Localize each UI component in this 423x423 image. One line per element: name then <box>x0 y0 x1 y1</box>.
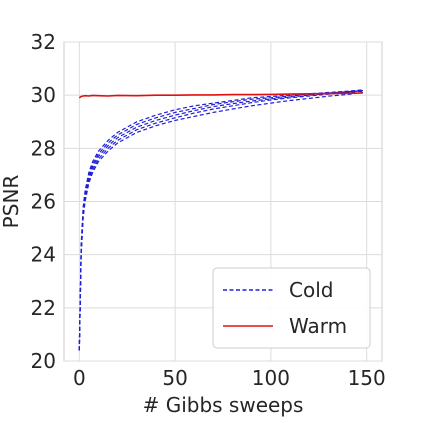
x-tick-label: 50 <box>162 366 187 390</box>
series-line-warm-6 <box>78 92 363 99</box>
x-axis-label: # Gibbs sweeps <box>143 393 304 417</box>
x-tick-label: 100 <box>252 366 290 390</box>
y-tick-label: 22 <box>31 296 56 320</box>
y-tick-label: 26 <box>31 190 56 214</box>
legend-label-warm: Warm <box>289 314 347 338</box>
y-axis-label: PSNR <box>0 175 23 229</box>
legend-label-cold: Cold <box>289 278 333 302</box>
axis-ticks: 20 22 24 26 28 30 32 0 50 100 150 <box>31 30 386 390</box>
y-tick-label: 24 <box>31 243 56 267</box>
x-tick-label: 0 <box>73 366 86 390</box>
legend-box <box>212 267 371 349</box>
y-tick-label: 20 <box>31 349 56 373</box>
y-tick-label: 30 <box>31 83 56 107</box>
series-line-cold-5 <box>78 91 363 351</box>
legend: Cold Warm <box>212 267 371 349</box>
y-tick-label: 28 <box>31 136 56 160</box>
series-line-cold-4 <box>78 90 363 351</box>
plot-area <box>78 89 363 351</box>
x-tick-label: 150 <box>348 366 386 390</box>
y-tick-label: 32 <box>31 30 56 54</box>
